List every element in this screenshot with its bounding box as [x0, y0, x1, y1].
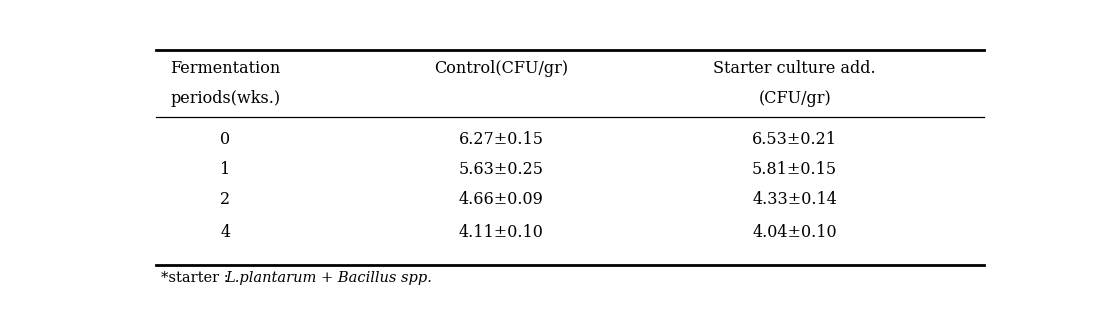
Text: 1: 1: [220, 161, 230, 178]
Text: 4.04±0.10: 4.04±0.10: [752, 224, 837, 241]
Text: *starter :: *starter :: [160, 272, 233, 285]
Text: (CFU/gr): (CFU/gr): [758, 90, 831, 107]
Text: 6.53±0.21: 6.53±0.21: [752, 132, 837, 148]
Text: periods(wks.): periods(wks.): [170, 90, 280, 107]
Text: 4.66±0.09: 4.66±0.09: [459, 191, 544, 208]
Text: 4.11±0.10: 4.11±0.10: [459, 224, 544, 241]
Text: Control(CFU/gr): Control(CFU/gr): [434, 60, 569, 77]
Text: 6.27±0.15: 6.27±0.15: [459, 132, 544, 148]
Text: Starter culture add.: Starter culture add.: [713, 60, 876, 77]
Text: 2: 2: [220, 191, 230, 208]
Text: 5.81±0.15: 5.81±0.15: [752, 161, 837, 178]
Text: 0: 0: [220, 132, 230, 148]
Text: L.plantarum + Bacillus spp.: L.plantarum + Bacillus spp.: [225, 272, 432, 285]
Text: 4.33±0.14: 4.33±0.14: [752, 191, 837, 208]
Text: 5.63±0.25: 5.63±0.25: [459, 161, 544, 178]
Text: 4: 4: [220, 224, 230, 241]
Text: Fermentation: Fermentation: [170, 60, 280, 77]
